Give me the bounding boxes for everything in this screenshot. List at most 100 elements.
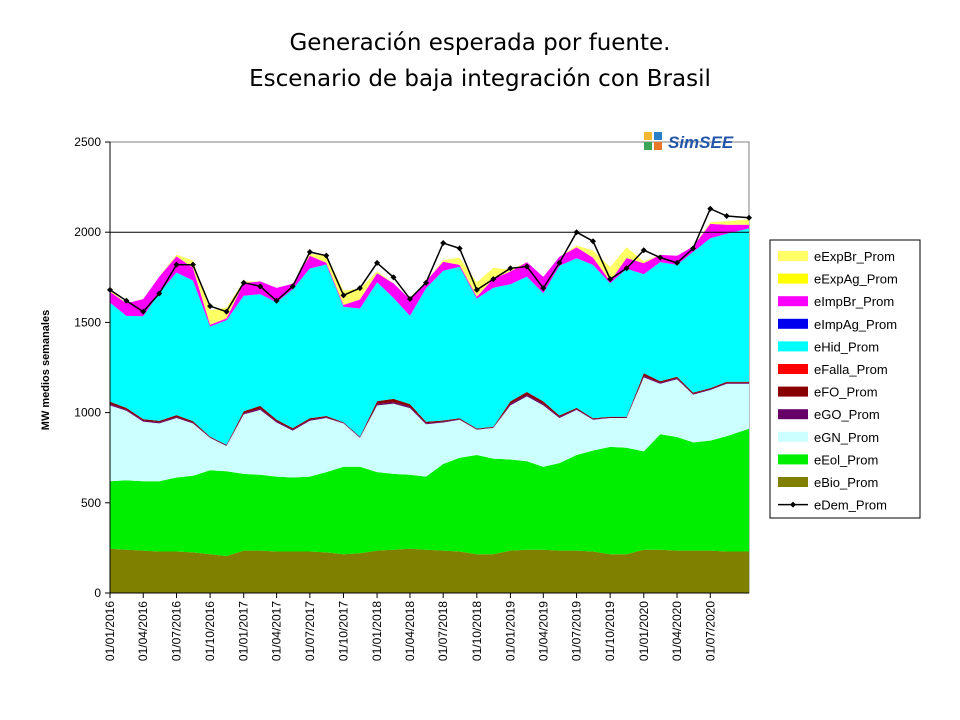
logo-square-3: [644, 142, 652, 150]
logo-text: SimSEE: [668, 133, 734, 152]
y-tick-label: 2000: [74, 225, 101, 239]
legend-swatch: [778, 296, 808, 307]
legend-swatch: [778, 273, 808, 284]
y-tick-label: 1000: [74, 406, 101, 420]
x-tick-label: 01/01/2020: [637, 601, 651, 661]
legend-swatch: [778, 364, 808, 374]
y-axis: 0 500 1000 1500 2000 2500: [74, 135, 111, 600]
logo-square-2: [654, 132, 662, 140]
x-tick-label: 01/07/2020: [703, 601, 717, 661]
demand-point: [123, 297, 130, 304]
demand-point: [356, 285, 363, 292]
demand-point: [490, 276, 497, 283]
y-tick-label: 0: [94, 586, 101, 600]
legend-label: eHid_Prom: [814, 339, 879, 354]
x-tick-label: 01/07/2018: [436, 601, 450, 661]
demand-point: [573, 229, 580, 236]
demand-point: [674, 259, 681, 266]
demand-point: [207, 303, 214, 310]
x-tick-label: 01/01/2018: [370, 601, 384, 661]
demand-point: [140, 308, 147, 315]
y-tick-label: 1500: [74, 315, 101, 329]
demand-point: [223, 308, 230, 315]
legend-label: eExpAg_Prom: [814, 272, 898, 287]
x-tick-label: 01/10/2019: [603, 601, 617, 661]
demand-point: [540, 285, 547, 292]
demand-point: [390, 274, 397, 281]
legend-swatch: [778, 477, 808, 487]
area-egn-prom: [110, 377, 749, 482]
slide-title-line1: Generación esperada por fuente.: [289, 30, 671, 56]
demand-point: [723, 212, 730, 219]
demand-point: [473, 286, 480, 293]
legend-box: [769, 239, 921, 519]
demand-point: [406, 295, 413, 302]
x-tick-label: 01/04/2019: [536, 601, 550, 661]
demand-point: [556, 259, 563, 266]
demand-point: [589, 238, 596, 245]
demand-point: [257, 283, 264, 290]
x-tick-label: 01/07/2019: [570, 601, 584, 661]
demand-point: [440, 240, 447, 247]
legend-swatch: [778, 318, 808, 329]
legend-label: eFalla_Prom: [814, 362, 888, 377]
x-tick-label: 01/04/2018: [403, 601, 417, 661]
x-tick-label: 01/04/2020: [670, 601, 684, 661]
x-tick-label: 01/01/2016: [103, 601, 117, 661]
logo-square-1: [644, 132, 652, 140]
y-tick-label: 2500: [74, 135, 101, 149]
y-tick-label: 500: [81, 496, 101, 510]
demand-point: [240, 279, 247, 286]
legend-label: eImpAg_Prom: [814, 317, 897, 332]
demand-point: [657, 254, 664, 261]
demand-point: [746, 214, 752, 221]
slide-title-line2: Escenario de baja integración con Brasil: [249, 66, 711, 92]
demand-point: [173, 261, 180, 268]
x-tick-label: 01/10/2017: [336, 601, 350, 661]
legend-label: eBio_Prom: [814, 475, 878, 490]
logo-square-4: [654, 142, 662, 150]
demand-point: [456, 245, 463, 252]
legend-swatch: [778, 431, 808, 442]
x-tick-label: 01/01/2017: [237, 601, 251, 661]
legend-label: eGN_Prom: [814, 430, 879, 445]
x-tick-label: 01/07/2016: [169, 601, 183, 661]
x-tick-label: 01/04/2016: [136, 601, 150, 661]
demand-point: [707, 205, 714, 212]
legend-label: eImpBr_Prom: [814, 294, 894, 309]
demand-point: [156, 290, 163, 297]
legend-label: eExpBr_Prom: [814, 249, 895, 264]
x-tick-label: 01/10/2016: [203, 601, 217, 661]
demand-point: [423, 279, 430, 286]
x-tick-label: 01/07/2017: [303, 601, 317, 661]
stacked-areas: [110, 219, 749, 593]
legend-label: eGO_Prom: [814, 407, 880, 422]
demand-point: [289, 283, 296, 290]
demand-point: [623, 265, 630, 272]
y-axis-label: MW medios semanales: [40, 310, 52, 430]
legend-label: eFO_Prom: [814, 385, 878, 400]
legend-swatch: [778, 341, 808, 352]
demand-point: [273, 297, 280, 304]
legend-swatch: [778, 454, 808, 465]
legend: eExpBr_Prom eExpAg_Prom eImpBr_Prom eImpAg_…: [769, 239, 921, 519]
area-eeol-prom: [110, 428, 749, 556]
demand-point: [189, 261, 196, 268]
legend-swatch-marker: [790, 501, 796, 508]
demand-point: [690, 245, 697, 252]
demand-point: [523, 263, 530, 270]
demand-point: [323, 252, 330, 259]
x-tick-label: 01/01/2019: [503, 601, 517, 661]
legend-swatch: [778, 251, 808, 261]
demand-point: [507, 265, 514, 272]
area-ebio-prom: [110, 548, 749, 593]
area-ehid-prom: [110, 228, 749, 445]
simsee-logo: SimSEE: [644, 132, 734, 152]
legend-label: eDem_Prom: [814, 498, 887, 513]
legend-label: eEol_Prom: [814, 452, 878, 467]
demand-point: [340, 292, 347, 299]
legend-swatch: [778, 409, 808, 420]
demand-point: [306, 249, 313, 256]
x-tick-label: 01/10/2018: [470, 601, 484, 661]
